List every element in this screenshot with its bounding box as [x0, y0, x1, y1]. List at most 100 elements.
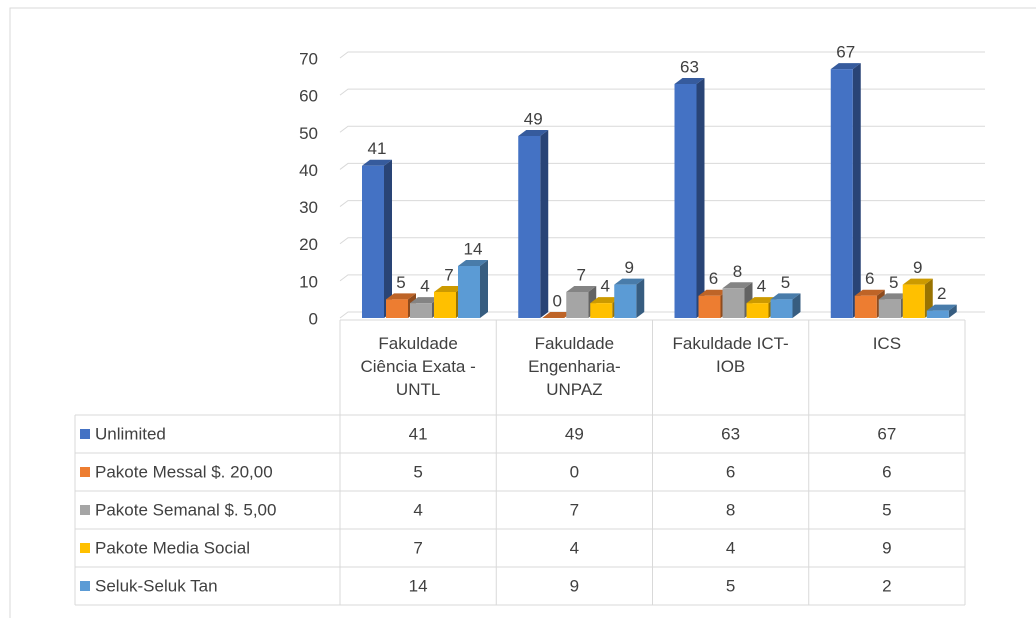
bar: [614, 278, 645, 318]
y-tick-label: 30: [299, 198, 318, 217]
bar-face: [458, 266, 480, 318]
table-cell: 7: [413, 538, 422, 557]
table-cell: 5: [882, 500, 891, 519]
bar-face: [854, 295, 877, 318]
bar-face: [674, 78, 705, 84]
data-label: 9: [625, 258, 634, 277]
data-label: 7: [577, 265, 586, 284]
bar-face: [410, 303, 432, 318]
bar-face: [852, 63, 861, 319]
table-cell: 8: [726, 500, 735, 519]
y-tick-label: 20: [299, 235, 318, 254]
data-label: 49: [524, 109, 543, 128]
table-cell: 5: [413, 462, 422, 481]
bar-face: [480, 260, 488, 318]
bar-face: [386, 299, 408, 318]
table-cell: 63: [721, 424, 740, 443]
bar-face: [362, 165, 384, 318]
legend-label: Pakote Media Social: [95, 538, 250, 557]
bar-face: [792, 293, 801, 318]
data-label: 63: [680, 57, 699, 76]
table-cell: 49: [565, 424, 584, 443]
table-cell: 67: [877, 424, 896, 443]
bar-face: [770, 293, 801, 300]
table-cell: 14: [409, 576, 428, 595]
bar-face: [698, 289, 729, 296]
data-label: 41: [368, 139, 387, 158]
y-tick-label: 10: [299, 272, 318, 291]
bar-face: [926, 310, 949, 318]
table-cell: 6: [726, 462, 735, 481]
bar-face: [590, 303, 613, 318]
table-cell: 4: [726, 538, 735, 557]
x-tick-label: Fakuldade ICT-IOB: [672, 334, 789, 376]
table-cell: 7: [570, 500, 579, 519]
bar-face: [878, 299, 901, 318]
bar: [902, 278, 933, 318]
bar-face: [410, 297, 440, 304]
grid-line: [339, 200, 985, 207]
frame: [9, 7, 1036, 618]
bar-face: [540, 130, 549, 318]
bar-face: [902, 284, 925, 318]
bar-face: [746, 297, 777, 304]
bar-face: [434, 292, 456, 318]
x-tick-label: ICS: [872, 334, 902, 353]
bar: [926, 304, 957, 318]
y-tick-label: 60: [299, 87, 318, 106]
bar-face: [698, 295, 721, 318]
legend-swatch: [80, 467, 90, 477]
grid-line: [339, 237, 985, 245]
data-label: 14: [464, 239, 483, 258]
bar: [518, 130, 549, 318]
x-tick-label: Fakuldade Ciência Exata - UNTL: [360, 334, 476, 399]
bar-face: [696, 78, 705, 318]
grid-line: [339, 125, 985, 133]
bar-face: [830, 63, 861, 70]
bar-face: [746, 303, 769, 318]
table-cell: 9: [882, 538, 891, 557]
bar-face: [878, 293, 909, 300]
bar-face: [590, 297, 621, 304]
bar-face: [614, 284, 637, 318]
table-cell: 5: [726, 576, 735, 595]
bar-face: [614, 278, 645, 285]
data-label: 8: [733, 262, 742, 281]
bar-face: [386, 293, 416, 300]
data-label: 9: [913, 258, 922, 277]
bar-face: [542, 312, 573, 318]
legend-swatch: [80, 543, 90, 553]
legend-swatch: [80, 429, 90, 439]
grid-line: [339, 162, 985, 170]
bar-face: [384, 159, 392, 318]
bar-face: [902, 278, 933, 285]
bar-face: [854, 289, 885, 296]
data-label: 5: [396, 273, 405, 292]
bar: [674, 78, 705, 318]
bar-face: [770, 299, 793, 318]
legend-swatch: [80, 581, 90, 591]
bar: [542, 312, 573, 318]
data-label: 4: [757, 277, 766, 296]
data-label: 67: [836, 43, 855, 62]
bar-face: [566, 286, 597, 292]
bar-face: [458, 260, 488, 266]
data-label: 0: [553, 291, 562, 310]
data-label: 4: [420, 277, 429, 296]
bar-face: [636, 278, 645, 318]
data-label: 5: [889, 273, 898, 292]
bar-face: [722, 282, 753, 289]
table-cell: 4: [413, 500, 422, 519]
x-tick-label: Fakuldade Engenharia-UNPAZ: [528, 334, 621, 399]
grid-line: [339, 51, 985, 59]
legend-label: Pakote Messal $. 20,00: [95, 462, 273, 481]
table-cell: 2: [882, 576, 891, 595]
grid-line: [339, 274, 985, 282]
y-tick-label: 70: [299, 49, 318, 68]
bar-face: [926, 304, 957, 311]
bar-face: [722, 288, 745, 318]
data-label: 6: [865, 269, 874, 288]
data-label: 4: [601, 277, 610, 296]
